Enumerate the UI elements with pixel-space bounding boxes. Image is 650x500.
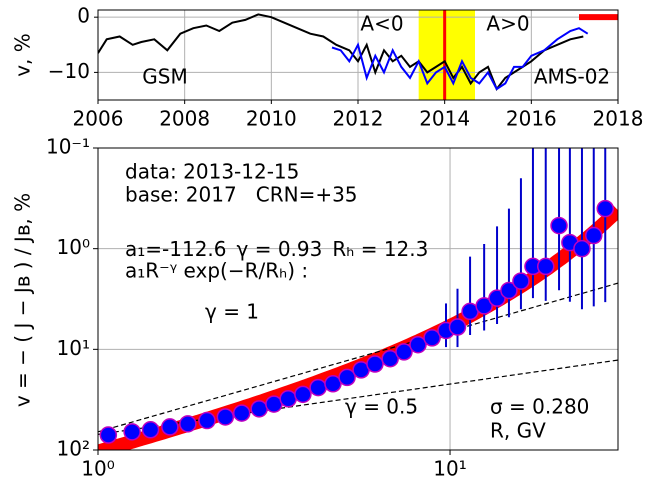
data-point — [141, 421, 160, 439]
y-tick-label: −10 — [48, 59, 90, 83]
param-value: 0.93 — [278, 237, 323, 261]
reference-label: γ = 0.5 — [345, 395, 418, 419]
param-value: -112.6 — [162, 237, 226, 261]
series-label: GSM — [142, 65, 187, 89]
data-point — [123, 423, 141, 441]
data-point — [500, 281, 518, 300]
x-tick-label: 2016 — [506, 107, 557, 131]
data-point — [99, 426, 118, 444]
param-label: Rₕ = — [332, 237, 383, 261]
data-point — [381, 349, 399, 368]
plot-area — [98, 148, 618, 450]
data-point — [409, 335, 427, 354]
bottom-chart: 10⁰ 10¹ 10⁻¹ 10⁰ 10¹ 10² data: 2013-12-15base:… — [11, 135, 619, 481]
x-tick-label: 10⁰ — [81, 457, 114, 481]
y-tick-label: 10⁻¹ — [46, 135, 90, 159]
x-tick-label: 2010 — [246, 107, 297, 131]
series-line — [98, 13, 584, 92]
x-tick-label: 2014 — [419, 107, 470, 131]
x-tick-label: 2018 — [593, 107, 644, 131]
reference-line — [98, 282, 618, 433]
data-point — [294, 385, 312, 404]
x-axis-label: R, GV — [490, 419, 546, 443]
data-point — [250, 400, 268, 418]
annotation: σ = 0.280 — [490, 395, 589, 419]
annotation: base: 2017 CRN=+35 — [125, 183, 358, 207]
y-tick-label: 0 — [77, 4, 90, 28]
y-axis-label: v, % — [11, 33, 35, 77]
frame — [97, 9, 619, 101]
x-tick-label: 2006 — [73, 107, 124, 131]
data-point — [512, 272, 530, 290]
y-tick-label: 10¹ — [57, 336, 90, 360]
frame — [97, 147, 619, 451]
y-axis-label: v = − ( J − Jʙ ) / Jʙ, % — [11, 193, 35, 407]
data-point — [161, 418, 179, 436]
annotation: A<0 — [360, 12, 403, 36]
data-point — [338, 368, 356, 387]
series-line — [331, 27, 589, 91]
data-point — [366, 355, 384, 373]
data-point — [309, 378, 327, 397]
data-point — [550, 216, 568, 235]
data-point — [448, 318, 467, 336]
y-tick-label: 10² — [57, 437, 90, 461]
param-value: 12.3 — [384, 237, 429, 261]
x-tick-label: 2012 — [333, 107, 384, 131]
data-point — [216, 408, 235, 426]
data-point — [536, 257, 555, 276]
reference-label: γ = 1 — [205, 300, 259, 324]
data-point — [573, 239, 591, 258]
fit-formula: a₁R⁻ᵞ exp(−R/Rₕ) : — [125, 259, 308, 283]
shaded-span — [418, 10, 475, 100]
data-point — [279, 390, 297, 408]
data-point — [179, 415, 197, 433]
data-point — [198, 411, 216, 430]
data-point — [423, 329, 441, 347]
top-chart: 2006 2008 2010 2012 2014 2016 2018 0 −10 A<0 A>0 GS… — [11, 4, 644, 131]
fit-params: a₁=-112.6 γ = 0.93 Rₕ = 12.3 — [125, 237, 428, 261]
x-tick-label: 10¹ — [433, 457, 466, 481]
data-point — [585, 226, 603, 245]
data-point — [395, 343, 413, 361]
x-tick-label: 2008 — [159, 107, 210, 131]
data-point — [475, 297, 493, 315]
y-tick-label: 10⁰ — [57, 235, 90, 259]
plot-area — [98, 10, 618, 100]
series-label: AMS-02 — [534, 65, 610, 89]
data-point — [232, 404, 251, 422]
data-point — [596, 199, 615, 218]
param-label: a₁= — [125, 237, 162, 261]
param-label: γ = — [237, 237, 278, 261]
annotation: A>0 — [486, 12, 529, 36]
annotation: data: 2013-12-15 — [125, 160, 299, 184]
data-point — [324, 375, 342, 393]
